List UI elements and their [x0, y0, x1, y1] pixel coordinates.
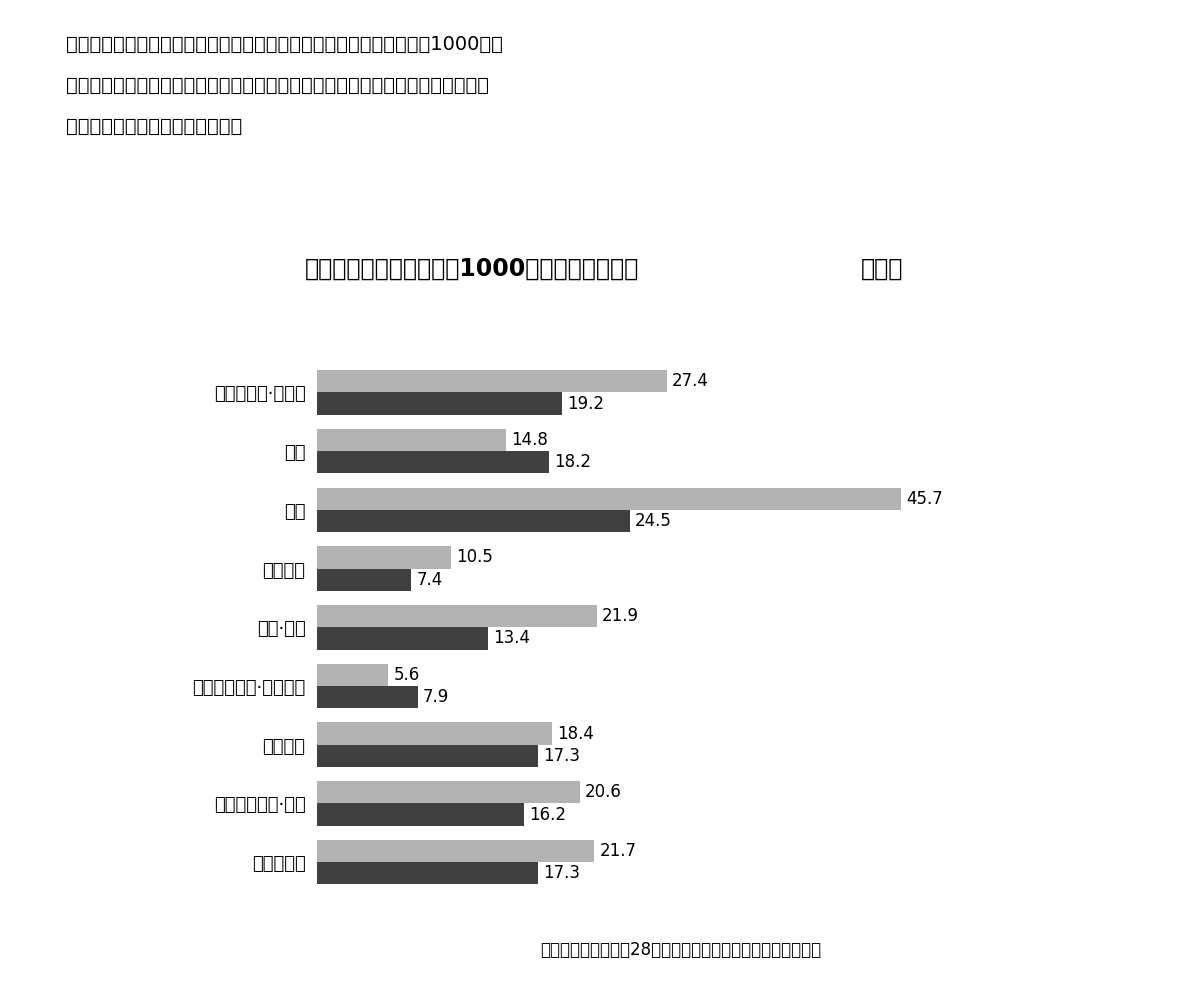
Bar [317, 781, 580, 804]
Bar [317, 393, 562, 414]
Bar [317, 745, 538, 768]
Text: 7.9: 7.9 [423, 688, 449, 707]
Text: も男性より多いのがわかります。: も男性より多いのがわかります。 [66, 117, 241, 136]
Bar [317, 546, 451, 569]
Bar [317, 605, 596, 628]
Text: 17.3: 17.3 [543, 864, 580, 883]
Text: 20.6: 20.6 [586, 783, 623, 801]
Bar [317, 370, 667, 393]
Bar [317, 840, 594, 862]
Bar [317, 487, 901, 510]
Text: 10.5: 10.5 [456, 548, 492, 567]
Bar [317, 686, 418, 708]
Text: 14.8: 14.8 [511, 431, 547, 449]
Bar [317, 628, 488, 649]
Text: 13.4: 13.4 [494, 630, 531, 647]
Text: 21.9: 21.9 [602, 607, 639, 625]
Text: たりの人数を男女で比較しました。女性は便秘だけでなく胃の症状を気にする人: たりの人数を男女で比較しました。女性は便秘だけでなく胃の症状を気にする人 [66, 76, 489, 94]
Text: 45.7: 45.7 [906, 490, 943, 508]
Bar [317, 804, 523, 826]
Bar [317, 722, 552, 745]
Bar [317, 510, 630, 532]
Text: 21.7: 21.7 [599, 842, 636, 860]
Text: 各症状に悩む人の割合（1000人あたりの人数）: 各症状に悩む人の割合（1000人あたりの人数） [305, 257, 639, 280]
Text: （厚生労働省「平成28年　国民生活基礎調査の概況」より）: （厚生労働省「平成28年 国民生活基礎調査の概況」より） [540, 942, 822, 959]
Bar [317, 862, 538, 885]
Text: 18.2: 18.2 [554, 454, 592, 471]
Text: 17.3: 17.3 [543, 747, 580, 765]
Text: 5.6: 5.6 [393, 666, 419, 684]
Text: 19.2: 19.2 [568, 395, 605, 412]
Text: （人）: （人） [860, 257, 902, 280]
Bar [317, 429, 505, 451]
Text: 16.2: 16.2 [529, 806, 566, 824]
Text: 27.4: 27.4 [672, 372, 709, 391]
Text: 7.4: 7.4 [416, 571, 442, 588]
Text: 18.4: 18.4 [557, 724, 594, 743]
Text: 口を含む消化管のさまざまな症状について、気になると回答した人の1000人あ: 口を含む消化管のさまざまな症状について、気になると回答した人の1000人あ [66, 34, 503, 53]
Text: 24.5: 24.5 [635, 512, 672, 530]
Bar [317, 451, 550, 473]
Bar [317, 569, 411, 591]
Bar [317, 663, 388, 686]
